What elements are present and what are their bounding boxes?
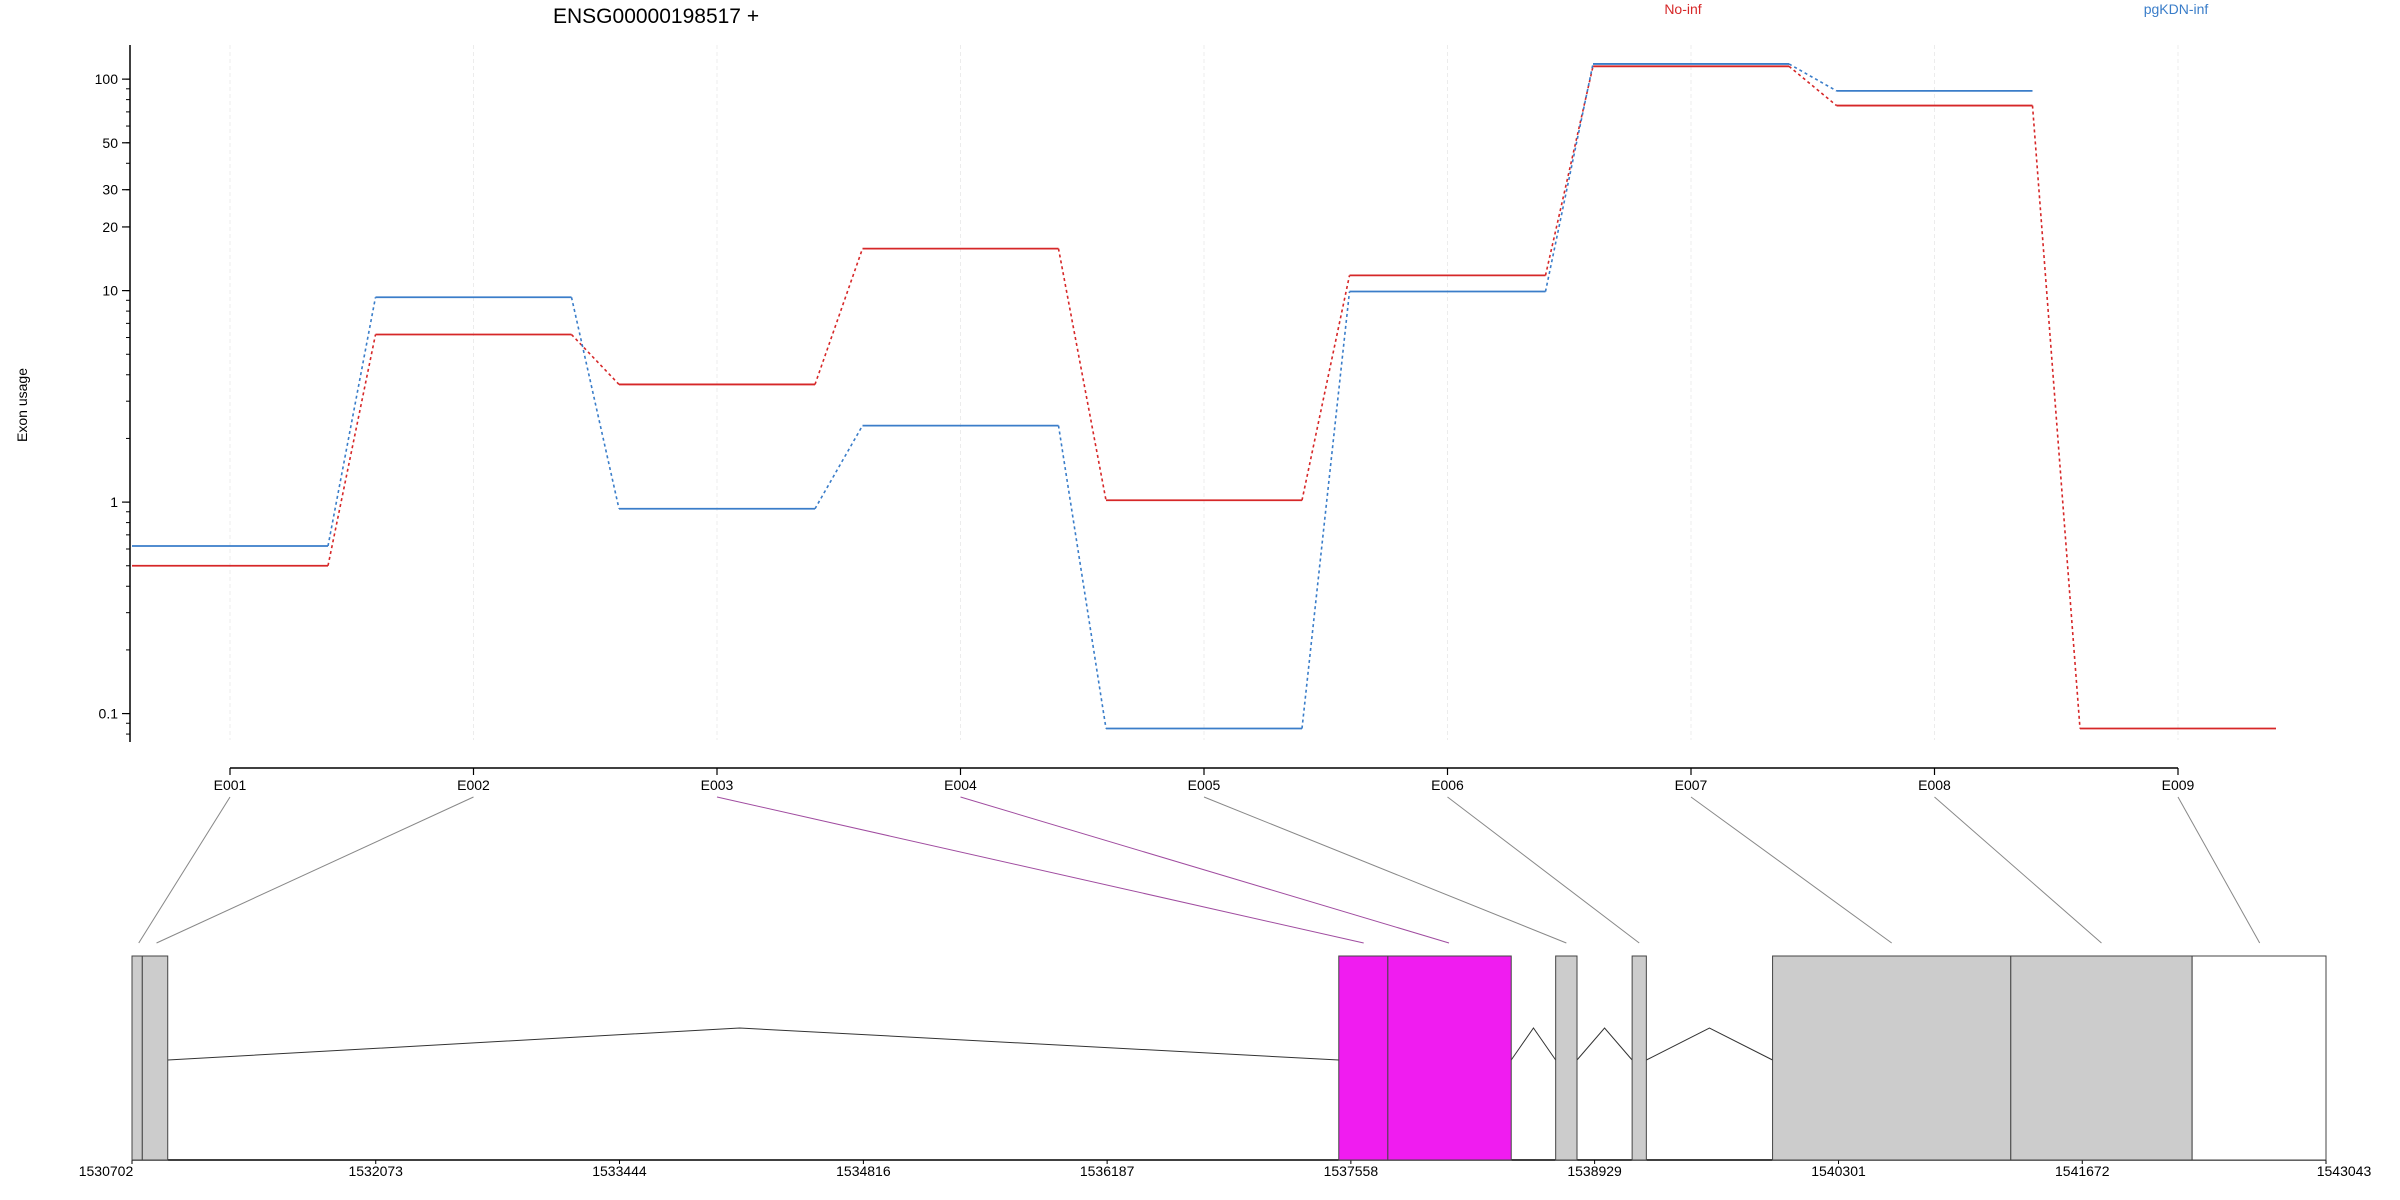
series-connector — [1788, 65, 1838, 107]
series-lines — [132, 63, 2276, 730]
x-tick-label: E003 — [701, 777, 734, 793]
grid-lines — [229, 45, 2179, 740]
series-connector — [1057, 248, 1107, 501]
genomic-coordinate-label: 1540301 — [1811, 1163, 1866, 1179]
y-tick-label: 10 — [102, 283, 118, 299]
genomic-coordinate-label: 1532073 — [348, 1163, 403, 1179]
genomic-coordinate-label: 1534816 — [836, 1163, 891, 1179]
exon-box — [131, 955, 143, 1161]
series-connector — [1057, 425, 1107, 729]
y-tick-label: 30 — [102, 182, 118, 198]
series-connector — [2031, 105, 2081, 729]
intron-line — [1510, 1027, 1557, 1061]
series-connector — [570, 333, 620, 385]
exon-link-line — [156, 796, 474, 944]
series-connector — [570, 297, 620, 509]
x-tick-label: E001 — [214, 777, 247, 793]
series-connector — [814, 248, 864, 385]
genomic-coordinate-label: 1537558 — [1324, 1163, 1379, 1179]
exon-link-line — [1203, 796, 1567, 944]
intron-line — [167, 1027, 1339, 1061]
x-tick-label: E008 — [1918, 777, 1951, 793]
exon-box — [1387, 955, 1512, 1161]
exon-link-line — [138, 796, 231, 944]
exon-box — [1772, 955, 2012, 1161]
legend-series-2: pgKDN-inf — [2144, 1, 2209, 17]
exon-link-line — [1934, 796, 2102, 944]
exon-link-line — [2177, 796, 2261, 944]
exon-box — [2191, 955, 2327, 1161]
x-tick-label: E007 — [1675, 777, 1708, 793]
series-connector — [814, 425, 864, 510]
series-2 — [132, 63, 2033, 730]
exon-box — [141, 955, 169, 1161]
series-connector — [1301, 275, 1351, 501]
exon-link-line — [716, 796, 1364, 944]
legend-series-1: No-inf — [1664, 1, 1701, 17]
exon-box — [1338, 955, 1389, 1161]
genomic-coordinate-label: 1533444 — [592, 1163, 647, 1179]
x-tick-label: E005 — [1188, 777, 1221, 793]
series-connector — [327, 297, 377, 547]
exon-box — [2010, 955, 2193, 1161]
exon-link-line — [960, 796, 1450, 944]
intron-line — [1646, 1027, 1773, 1061]
series-1 — [132, 65, 2276, 730]
y-tick-label: 1 — [110, 494, 118, 510]
genomic-coordinate-label: 1543043 — [2317, 1163, 2372, 1179]
x-tick-label: E009 — [2162, 777, 2195, 793]
exon-link-lines — [138, 796, 2261, 944]
exon-link-line — [1690, 796, 1892, 944]
series-connector — [1301, 291, 1351, 729]
intron-line — [1576, 1027, 1633, 1061]
exon-box — [1631, 955, 1647, 1161]
genomic-coordinate-label: 1538929 — [1567, 1163, 1622, 1179]
series-connector — [1544, 63, 1594, 292]
exon-box — [1555, 955, 1578, 1161]
x-tick-label: E002 — [457, 777, 490, 793]
chart-title: ENSG00000198517 + — [553, 5, 759, 28]
y-tick-label: 100 — [95, 71, 119, 87]
exon-link-line — [1447, 796, 1640, 944]
y-tick-label: 0.1 — [99, 706, 119, 722]
y-axis-title: Exon usage — [14, 368, 30, 442]
genomic-coordinate-label: 1541672 — [2055, 1163, 2110, 1179]
x-tick-label: E006 — [1431, 777, 1464, 793]
gene-model: 1530702 1532073 1533444 1534816 1536187 15375… — [79, 955, 2372, 1179]
genomic-coordinate-label: 1530702 — [79, 1163, 134, 1179]
y-tick-label: 50 — [102, 135, 118, 151]
genomic-coordinate-label: 1536187 — [1080, 1163, 1135, 1179]
axes: 0.1 1 10 20 30 50 100 E001 E002 E003 E004 E005 E006 E… — [95, 45, 2195, 793]
y-tick-label: 20 — [102, 219, 118, 235]
series-connector — [327, 334, 377, 566]
x-tick-label: E004 — [944, 777, 977, 793]
